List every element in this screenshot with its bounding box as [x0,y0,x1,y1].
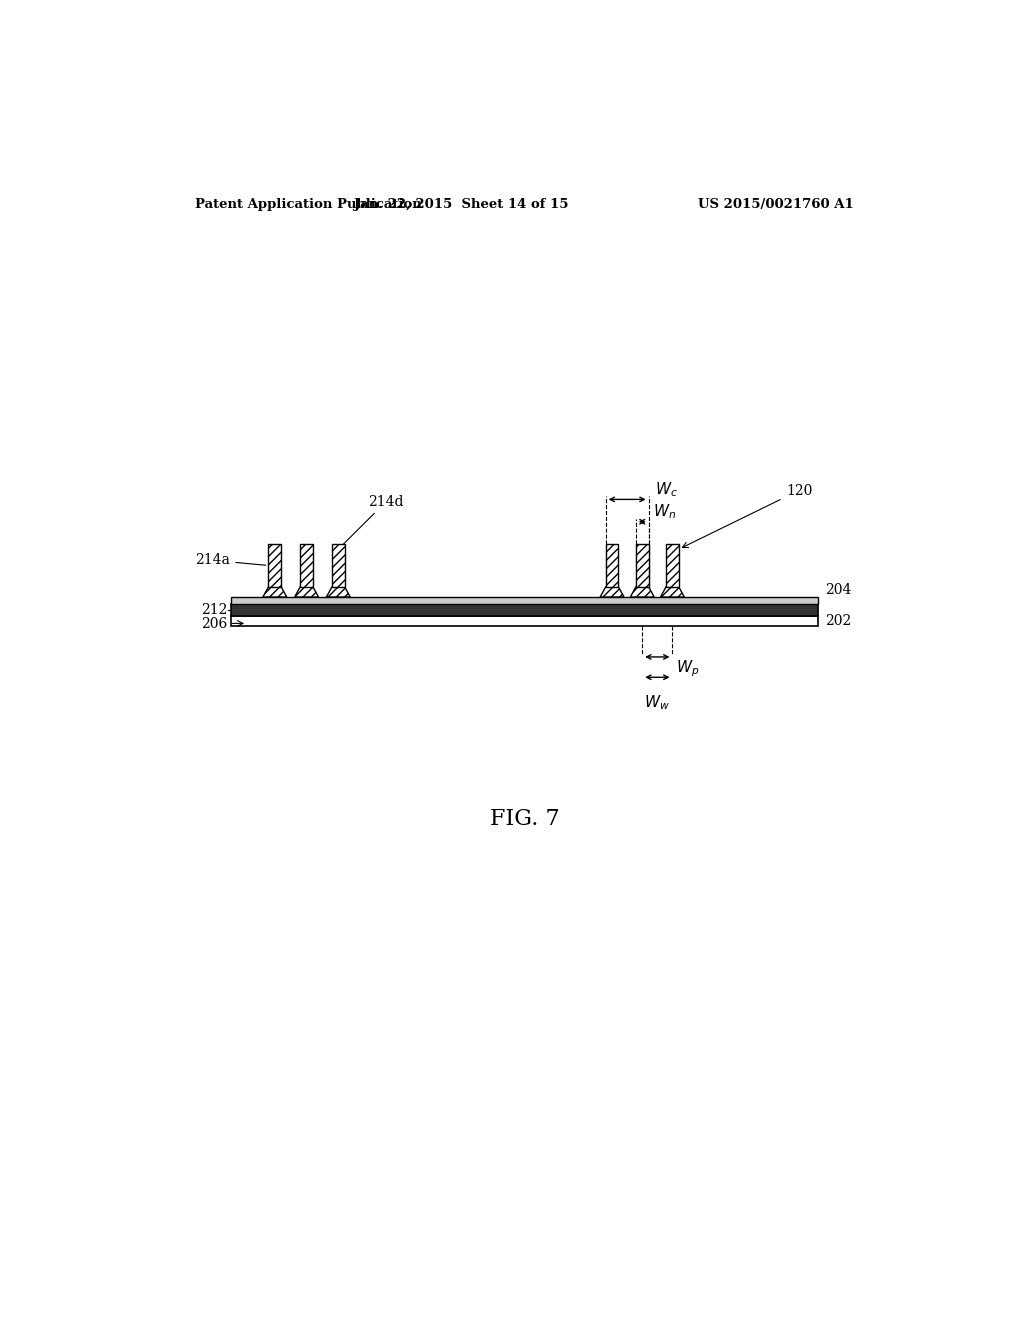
Bar [231,616,818,627]
Bar [300,544,313,587]
Text: $W_w$: $W_w$ [644,693,671,713]
Text: $W_n$: $W_n$ [652,502,676,521]
Polygon shape [263,587,287,597]
Bar [332,544,345,587]
Bar [231,597,818,605]
Polygon shape [660,587,684,597]
Text: $W_c$: $W_c$ [655,480,678,499]
Polygon shape [327,587,350,597]
Text: $W_p$: $W_p$ [677,659,699,680]
Text: 206: 206 [201,616,227,631]
Text: FIG. 7: FIG. 7 [490,808,559,830]
Polygon shape [295,587,318,597]
Bar [606,544,618,587]
Text: 214d: 214d [340,495,403,548]
Polygon shape [631,587,654,597]
Text: 214a: 214a [196,553,265,568]
Text: Jan. 22, 2015  Sheet 14 of 15: Jan. 22, 2015 Sheet 14 of 15 [354,198,568,211]
Bar [636,544,648,587]
Text: Patent Application Publication: Patent Application Publication [196,198,422,211]
Polygon shape [600,587,624,597]
Text: 212: 212 [201,603,227,618]
Text: 120: 120 [786,484,813,498]
Bar [231,605,818,616]
Text: 202: 202 [824,614,851,628]
Text: 204: 204 [824,583,851,597]
Bar [666,544,679,587]
Text: US 2015/0021760 A1: US 2015/0021760 A1 [698,198,854,211]
Bar [268,544,282,587]
